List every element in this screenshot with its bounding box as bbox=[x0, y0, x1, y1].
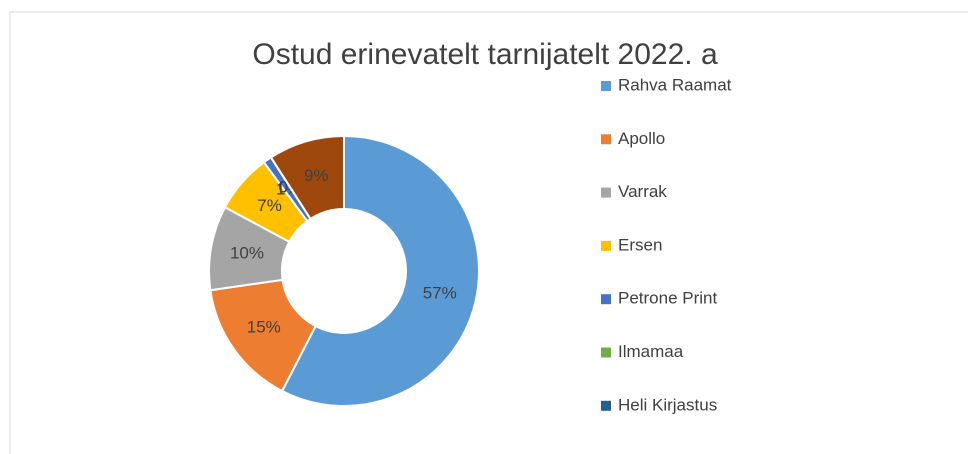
legend-swatch bbox=[601, 240, 611, 251]
legend-swatch bbox=[601, 134, 611, 145]
data-label: 9% bbox=[304, 166, 329, 185]
chart-title: Ostud erinevatelt tarnijatelt 2022. a bbox=[252, 38, 718, 71]
legend-swatch bbox=[601, 400, 611, 411]
legend-label: Apollo bbox=[618, 129, 665, 148]
legend-swatch bbox=[601, 187, 611, 198]
legend-swatch bbox=[601, 294, 611, 305]
data-label: 15% bbox=[247, 318, 281, 337]
legend-label: Ersen bbox=[618, 235, 662, 254]
legend-label: Petrone Print bbox=[618, 289, 717, 308]
legend-label: Varrak bbox=[618, 182, 667, 201]
slice bbox=[280, 134, 480, 407]
data-label: 57% bbox=[423, 284, 457, 303]
slice bbox=[209, 278, 317, 393]
slice bbox=[269, 134, 345, 221]
legend-label: Ilmamaa bbox=[618, 342, 684, 361]
legend-label: Heli Kirjastus bbox=[618, 395, 717, 414]
legend-label: Rahva Raamat bbox=[618, 75, 732, 94]
data-label: 10% bbox=[230, 243, 264, 262]
legend-swatch bbox=[601, 347, 611, 358]
legend-swatch bbox=[601, 81, 611, 91]
data-label: 7% bbox=[257, 196, 282, 215]
